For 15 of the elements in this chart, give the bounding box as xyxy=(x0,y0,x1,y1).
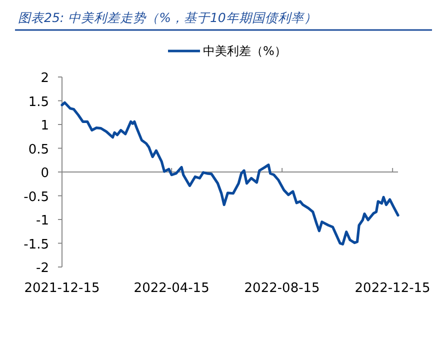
y-tick-label: -2 xyxy=(36,261,49,276)
y-tick-label: -0.5 xyxy=(24,190,49,205)
y-tick-label: 1 xyxy=(40,118,49,134)
y-tick-label: 0 xyxy=(40,166,49,181)
x-tick-label: 2022-04-15 xyxy=(134,281,210,296)
y-tick-label: 2 xyxy=(40,71,49,86)
x-tick-label: 2022-12-15 xyxy=(354,281,430,296)
legend-label: 中美利差（%） xyxy=(203,44,286,58)
y-tick-label: 0.5 xyxy=(28,142,49,158)
chart-title: 图表25: 中美利差走势（%，基于10年期国债利率） xyxy=(18,10,317,25)
x-tick-label: 2021-12-15 xyxy=(24,281,100,296)
y-tick-label: -1.5 xyxy=(24,237,49,252)
y-tick-label: 1.5 xyxy=(28,94,49,110)
y-tick-label: -1 xyxy=(36,214,49,228)
x-tick-label: 2022-08-15 xyxy=(244,281,320,296)
